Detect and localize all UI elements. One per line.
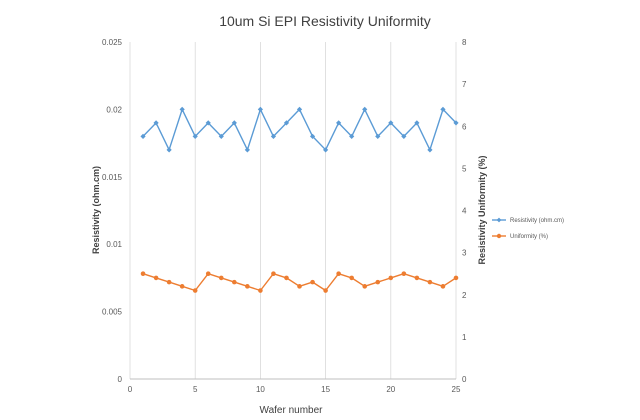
x-axis-title: Wafer number <box>260 405 324 416</box>
data-point <box>140 271 146 276</box>
data-point <box>258 288 263 293</box>
axes: 0 5 10 15 20 2500.0050.010.0150.020.025012345… <box>102 38 467 394</box>
data-point <box>232 279 237 285</box>
x-tick-label: 25 <box>452 385 461 394</box>
series-1 <box>140 106 459 153</box>
y-left-tick-label: 0.02 <box>106 105 122 114</box>
legend-item: Resistivity (ohm.cm) <box>492 217 564 224</box>
y-right-tick-label: 3 <box>462 249 467 258</box>
grid <box>129 42 457 379</box>
data-point <box>310 279 315 285</box>
legend-label: Uniformity (%) <box>510 234 548 240</box>
chart-title: 10um Si EPI Resistivity Uniformity <box>219 13 431 29</box>
data-point <box>179 106 185 112</box>
y-right-tick-label: 5 <box>462 164 467 173</box>
y-axis-left-title: Resistivity (ohm.cm) <box>91 166 101 254</box>
data-point <box>283 120 290 126</box>
series-2 <box>140 271 459 293</box>
data-point <box>401 271 407 276</box>
data-point <box>205 120 211 126</box>
y-left-tick-label: 0.025 <box>102 38 123 47</box>
data-point <box>375 133 381 139</box>
legend-label: Resistivity (ohm.cm) <box>510 218 564 224</box>
legend-marker <box>496 217 502 223</box>
y-left-tick-label: 0 <box>118 375 123 384</box>
data-point <box>440 106 446 112</box>
series-layer <box>140 106 459 293</box>
data-point <box>284 275 289 281</box>
data-point <box>388 120 394 126</box>
data-point <box>192 133 198 139</box>
data-point <box>153 120 159 126</box>
data-point <box>166 279 172 285</box>
data-point <box>349 275 354 281</box>
legend-marker <box>496 233 502 239</box>
data-point <box>336 120 342 126</box>
series-line <box>142 108 457 151</box>
y-right-tick-label: 6 <box>462 122 467 131</box>
data-point <box>296 106 303 112</box>
data-point <box>271 271 276 276</box>
data-point <box>270 133 277 139</box>
data-point <box>349 133 355 139</box>
data-point <box>245 284 250 289</box>
data-point <box>414 275 420 281</box>
data-point <box>244 147 250 153</box>
data-point <box>205 271 211 276</box>
data-point <box>140 133 146 139</box>
y-right-tick-label: 7 <box>462 80 467 89</box>
data-point <box>166 147 172 153</box>
data-point <box>323 288 328 293</box>
data-point <box>362 284 368 289</box>
y-right-tick-label: 0 <box>462 375 467 384</box>
data-point <box>231 120 237 126</box>
data-point <box>297 284 302 289</box>
x-tick-label: 5 <box>193 385 198 394</box>
data-point <box>218 275 224 281</box>
y-right-tick-label: 2 <box>462 291 467 300</box>
data-point <box>440 284 446 289</box>
x-tick-label: 15 <box>321 385 330 394</box>
x-tick-label: 20 <box>386 385 395 394</box>
data-point <box>388 275 394 281</box>
data-point <box>218 133 224 139</box>
data-point <box>362 106 368 112</box>
y-left-tick-label: 0.005 <box>102 308 123 317</box>
data-point <box>375 279 381 285</box>
x-tick-label: 0 <box>128 385 133 394</box>
y-left-tick-label: 0.015 <box>102 173 123 182</box>
data-point <box>336 271 341 276</box>
data-point <box>453 120 459 126</box>
y-right-tick-label: 4 <box>462 207 467 216</box>
y-left-tick-label: 0.01 <box>106 240 122 249</box>
data-point <box>414 120 420 126</box>
data-point <box>179 284 185 289</box>
data-point <box>153 275 159 281</box>
y-axis-right-title: Resistivity Uniformity (%) <box>477 155 487 264</box>
x-tick-label: 10 <box>256 385 265 394</box>
legend: Resistivity (ohm.cm) Uniformity (%) <box>492 217 564 240</box>
data-point <box>427 147 433 153</box>
y-right-tick-label: 1 <box>462 333 467 342</box>
data-point <box>257 106 263 112</box>
data-point <box>427 279 433 285</box>
data-point <box>192 288 198 293</box>
y-right-tick-label: 8 <box>462 38 467 47</box>
data-point <box>323 147 329 153</box>
legend-item: Uniformity (%) <box>492 233 548 240</box>
data-point <box>453 275 459 281</box>
data-point <box>401 133 407 139</box>
data-point <box>309 133 316 139</box>
